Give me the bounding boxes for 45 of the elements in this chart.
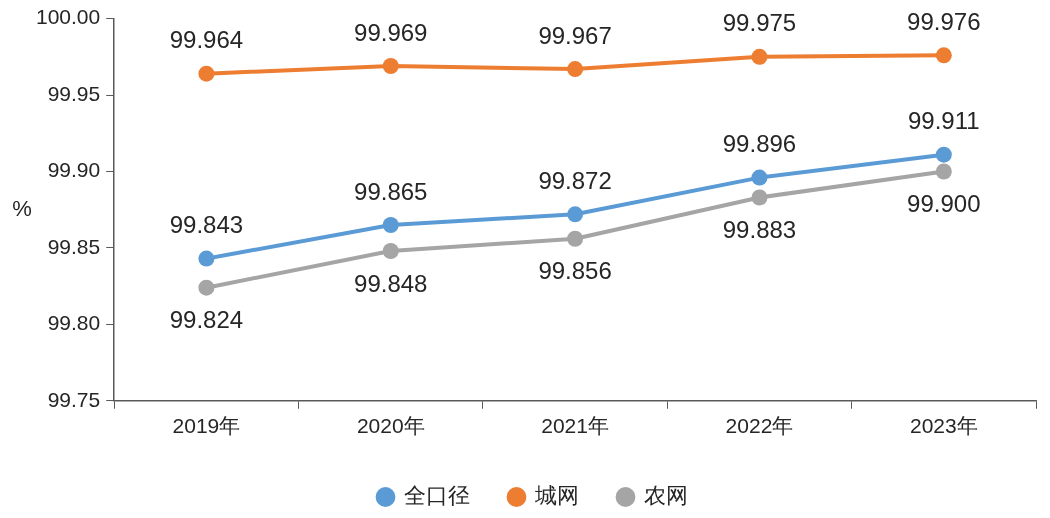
point [751,189,768,206]
point [567,206,584,223]
x-tick-label: 2023年 [909,414,978,438]
data-label: 99.900 [907,190,981,218]
point [382,216,399,233]
data-label: 99.911 [908,107,980,135]
data-label: 99.848 [354,269,428,297]
point [382,242,399,259]
y-tick-label: 99.80 [47,311,101,335]
data-label: 99.967 [538,21,612,49]
x-tick-label: 2021年 [541,414,609,438]
y-tick-label: 99.75 [47,387,101,411]
y-axis-title: % [12,195,32,221]
data-label: 99.824 [169,306,244,334]
data-label: 99.969 [354,18,428,46]
data-label: 99.896 [722,130,797,158]
data-label: 99.964 [169,26,244,54]
point [935,47,952,64]
point [751,169,768,186]
data-label: 99.872 [538,166,612,194]
point [198,250,215,267]
y-tick-label: 99.85 [47,234,101,258]
legend-label: 农网 [643,483,688,509]
legend-label: 城网 [533,483,579,509]
point [198,279,215,296]
x-tick-label: 2020年 [356,414,425,438]
x-tick-label: 2022年 [725,414,794,438]
y-tick-label: 99.95 [47,81,101,105]
point [567,61,584,78]
point [567,230,584,247]
legend-label: 全口径 [403,483,470,509]
data-label: 99.975 [722,9,797,37]
x-tick-label: 2019年 [172,414,241,438]
point [935,146,952,163]
y-tick-label: 100.00 [36,5,101,29]
point [198,65,215,82]
data-label: 99.843 [169,211,244,239]
point [382,57,399,74]
y-tick-label: 99.90 [47,158,101,182]
data-label: 99.976 [907,7,981,35]
data-label: 99.856 [538,257,612,285]
data-label: 99.865 [354,177,428,205]
data-label: 99.883 [722,216,797,244]
point [935,163,952,180]
point [751,48,768,65]
